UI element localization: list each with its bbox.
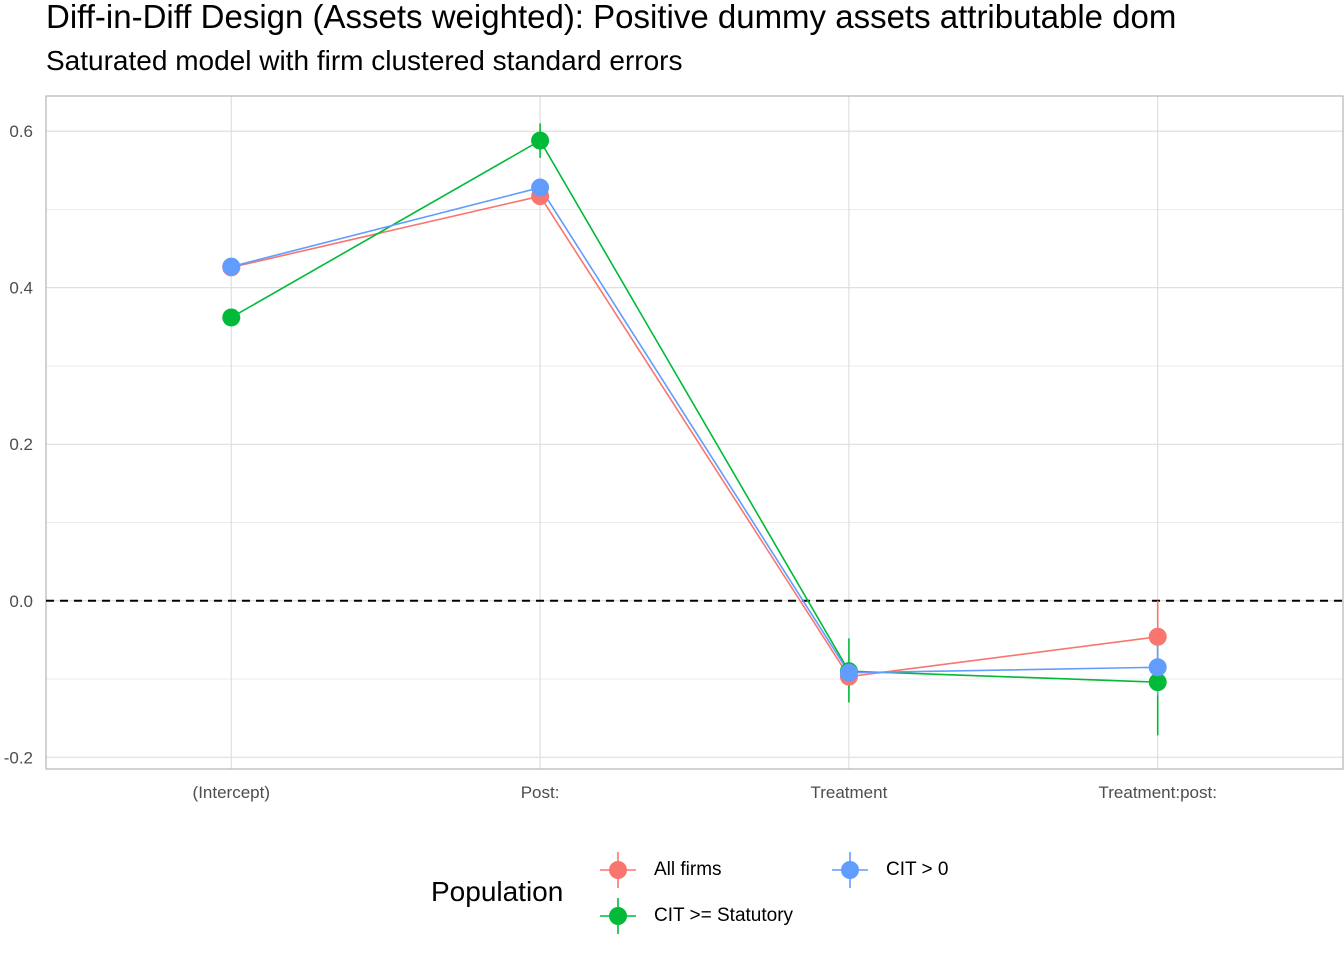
tick-labels: -0.2 0.0 0.2 0.4 0.6 (Intercept) Post: Treatmen… [4,122,1217,802]
legend-key-point [841,861,859,879]
legend-item-all-firms: All firms [598,852,722,888]
legend-label-cit-positive: CIT > 0 [886,859,949,880]
series-line-all-firms [231,195,1158,678]
data-point-cit-0 [531,178,550,197]
data-point-cit-statutory [531,131,550,150]
y-tick-label: -0.2 [4,748,33,767]
chart-title: Diff-in-Diff Design (Assets weighted): P… [46,0,1177,35]
data-point-cit-statutory [222,308,241,327]
panel-border [45,95,1344,770]
series-line-cit-0 [231,186,1158,674]
legend-label-all-firms: All firms [654,859,722,880]
data-point-cit-0 [222,257,241,276]
legend-key-cit-statutory [600,898,636,934]
x-tick-label: (Intercept) [193,783,270,802]
x-tick-label: Treatment:post: [1099,783,1217,802]
y-tick-label: 0.0 [9,592,33,611]
x-tick-label: Treatment [810,783,887,802]
legend-item-cit-statutory: CIT >= Statutory [598,898,794,934]
y-tick-label: 0.6 [9,122,33,141]
x-tick-label: Post: [521,783,560,802]
data-point-cit-0 [1148,658,1167,677]
legend-label-cit-statutory: CIT >= Statutory [654,905,794,926]
legend-item-cit-positive: CIT > 0 [830,852,949,888]
data-point-cit-0 [839,663,858,682]
data-point-cit-statutory [1148,673,1167,692]
series-line-cit-statutory [230,139,1158,683]
legend-key-point [609,907,627,925]
axes [45,95,1344,770]
y-tick-label: 0.2 [9,435,33,454]
legend-key-all-firms [600,852,636,888]
legend-key-cit-positive [832,852,868,888]
y-tick-label: 0.4 [9,279,33,298]
series-cit-0 [230,181,1159,696]
data-point-all-firms [1148,627,1167,646]
series-layer [222,123,1167,736]
chart-subtitle: Saturated model with firm clustered stan… [46,45,683,76]
legend-title: Population [431,876,564,907]
legend-key-point [609,861,627,879]
series-all-firms [230,189,1159,689]
